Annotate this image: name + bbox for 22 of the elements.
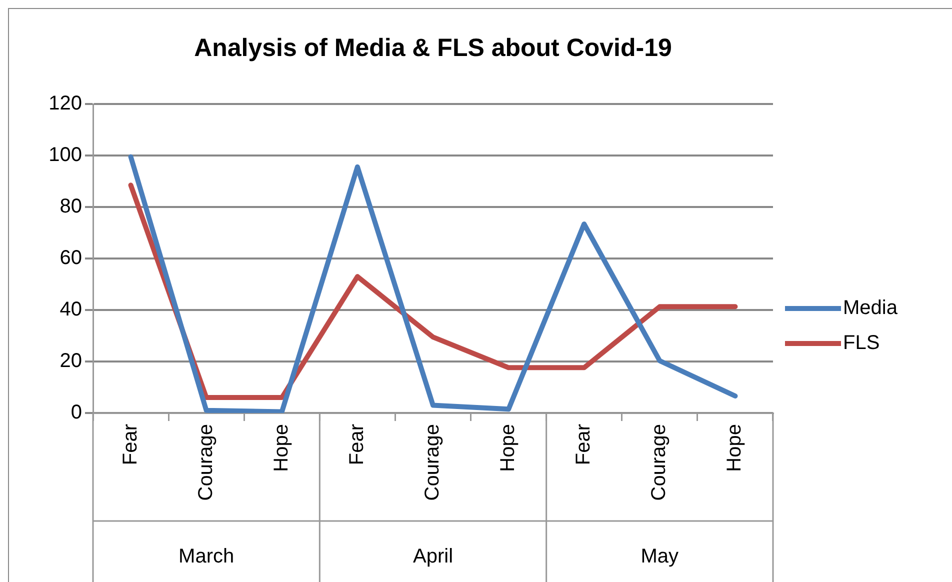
y-tick-label: 80 — [60, 196, 82, 218]
y-tick-label: 100 — [48, 144, 82, 166]
x-tick-label: Courage — [422, 424, 444, 501]
y-tick-label: 60 — [60, 247, 82, 270]
legend-label: Media — [843, 297, 898, 320]
text: March — [178, 546, 234, 568]
x-tick-label: Hope — [497, 424, 520, 472]
x-tick-label: Courage — [194, 424, 217, 501]
text: April — [412, 546, 454, 568]
x-tick-label: Fear — [119, 424, 142, 466]
y-tick-label: 0 — [70, 402, 82, 424]
legend-label: FLS — [843, 332, 880, 355]
x-tick-label: Hope — [270, 424, 292, 472]
y-tick-label: 40 — [60, 298, 82, 321]
x-tick-label: Fear — [572, 424, 595, 466]
x-tick-label: Hope — [724, 424, 746, 472]
x-tick-label: Fear — [346, 424, 368, 466]
x-tick-label: Courage — [648, 424, 670, 501]
y-tick-label: 20 — [60, 350, 82, 372]
y-tick-label: 120 — [48, 92, 82, 115]
chart-title: Analysis of Media & FLS about Covid-19 — [193, 34, 673, 63]
text: May — [640, 546, 679, 568]
